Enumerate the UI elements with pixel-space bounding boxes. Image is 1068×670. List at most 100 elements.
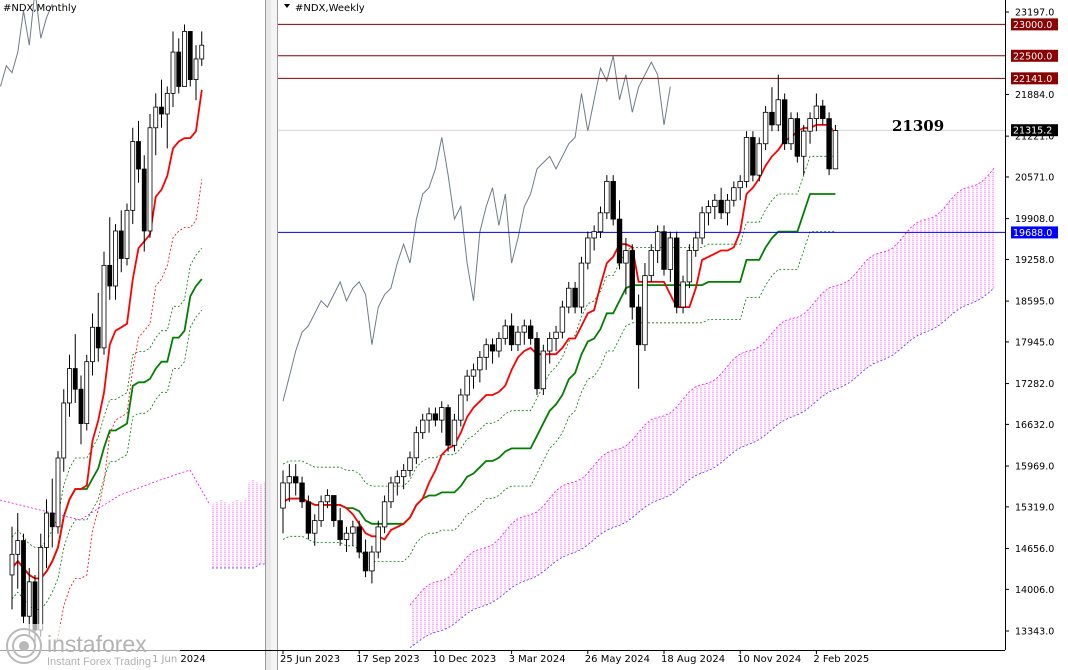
monthly-candle-bullish: [55, 457, 61, 528]
monthly-candle-bullish: [90, 326, 95, 363]
weekly-candle-bullish: [686, 250, 693, 283]
weekly-x-tick-label: 2 Feb 2025: [813, 654, 869, 665]
weekly-candle-bullish: [483, 344, 489, 358]
weekly-candle-bullish: [756, 143, 762, 176]
weekly-candle-bullish: [604, 181, 610, 214]
weekly-candle-bullish: [394, 476, 400, 484]
weekly-candle-bullish: [648, 250, 654, 277]
weekly-candle-bullish: [521, 325, 527, 333]
monthly-candle-bullish: [182, 31, 187, 87]
weekly-candle-bearish: [527, 325, 534, 339]
monthly-chart-title: #NDX,Monthly: [3, 3, 77, 14]
monthly-tenkan-line: [11, 89, 203, 580]
weekly-candle-bearish: [305, 501, 312, 534]
weekly-candle-bearish: [616, 218, 623, 264]
weekly-x-tick-label: 10 Nov 2024: [737, 654, 801, 665]
weekly-candle-bullish: [477, 356, 483, 371]
monthly-candle-bullish: [15, 540, 21, 555]
monthly-candle-bullish: [170, 51, 176, 94]
weekly-current-price-tag: [1011, 124, 1058, 137]
weekly-candle-bullish: [502, 325, 508, 339]
weekly-candle-bearish: [610, 181, 616, 220]
monthly-candle-bearish: [159, 106, 164, 115]
weekly-kumo-cloud: [410, 167, 995, 648]
monthly-candle-bullish: [113, 230, 118, 287]
weekly-candle-bearish: [820, 105, 826, 120]
weekly-y-tick-label: 19908.0: [1015, 214, 1054, 225]
weekly-candle-bearish: [534, 338, 540, 390]
instaforex-brand: instaforex: [47, 631, 147, 657]
weekly-candle-bullish: [788, 118, 794, 145]
weekly-price-axis[interactable]: 23197.0 21884.0 21221.0 20571.0 19908.0 19258…: [1005, 8, 1054, 638]
monthly-candle-bullish: [193, 58, 199, 80]
weekly-x-tick-label: 10 Dec 2023: [432, 654, 496, 665]
monthly-candle-bearish: [32, 581, 38, 631]
weekly-x-tick-label: 18 Aug 2024: [661, 654, 725, 665]
weekly-candle-bearish: [489, 344, 496, 352]
weekly-candle-bullish: [737, 181, 743, 189]
monthly-candle-bullish: [9, 553, 15, 576]
weekly-candle-bullish: [515, 331, 521, 346]
monthly-panel[interactable]: #NDX,Monthly 1 Jun 2024: [0, 0, 265, 668]
weekly-title-dropdown-icon[interactable]: [284, 4, 290, 8]
monthly-candle-bullish: [147, 127, 153, 232]
weekly-ichimoku-overlays: [282, 55, 995, 649]
panel-separator-left[interactable]: [265, 0, 271, 670]
weekly-candle-bullish: [731, 187, 737, 201]
weekly-candle-bullish: [388, 482, 394, 503]
monthly-candle-bullish: [67, 368, 72, 404]
weekly-candle-bullish: [426, 413, 432, 421]
weekly-candle-bearish: [718, 199, 724, 214]
monthly-candle-bullish: [153, 106, 159, 129]
weekly-level-tags: 23000.0 22500.0 22141.0 19688.0 21315.2: [1011, 18, 1058, 239]
monthly-candle-bearish: [107, 264, 113, 287]
monthly-candle-bullish: [84, 361, 90, 424]
weekly-candle-bearish: [572, 287, 578, 308]
monthly-ichimoku-overlays: [0, 0, 265, 650]
weekly-y-tick-label: 13343.0: [1015, 627, 1054, 638]
weekly-chart-title: #NDX,Weekly: [295, 3, 365, 14]
weekly-candle-bearish: [794, 118, 801, 157]
weekly-y-tick-label: 17282.0: [1015, 379, 1054, 390]
monthly-candle-bullish: [44, 512, 49, 548]
weekly-candle-bearish: [769, 111, 775, 126]
weekly-y-tick-label: 20571.0: [1015, 172, 1054, 183]
monthly-chikou-line: [0, 0, 53, 87]
weekly-y-tick-label: 14656.0: [1015, 544, 1054, 555]
weekly-y-tick-label: 18595.0: [1015, 297, 1054, 308]
monthly-kumo-cloud: [212, 479, 265, 568]
instaforex-logo: instaforex Instant Forex Trading: [0, 624, 180, 670]
weekly-candle-bullish: [559, 306, 566, 333]
monthly-candle-bearish: [187, 31, 193, 81]
weekly-candle-bullish: [350, 526, 356, 534]
weekly-candle-bearish: [292, 476, 299, 484]
weekly-candle-bullish: [585, 237, 591, 264]
weekly-candle-bearish: [508, 325, 515, 346]
weekly-time-axis[interactable]: 25 Jun 2023 17 Sep 2023 10 Dec 2023 3 Mar 2…: [280, 650, 869, 665]
weekly-candle-bearish: [445, 407, 451, 446]
weekly-panel[interactable]: #NDX,Weekly 21309: [278, 0, 1005, 650]
weekly-candle-bullish: [540, 350, 547, 390]
weekly-y-tick-label: 15319.0: [1015, 502, 1054, 513]
weekly-candle-bullish: [591, 231, 597, 239]
monthly-candle-bullish: [124, 209, 130, 259]
weekly-candle-bullish: [547, 338, 553, 352]
weekly-candle-bullish: [578, 262, 585, 308]
weekly-candle-bullish: [439, 407, 445, 421]
weekly-candle-bearish: [629, 250, 635, 308]
panel-separator-right: [271, 0, 278, 670]
instaforex-logo-icon: [6, 628, 42, 664]
weekly-candle-bearish: [781, 99, 788, 145]
weekly-level-tag-text: 22500.0: [1013, 51, 1052, 62]
weekly-candle-bullish: [667, 237, 674, 270]
weekly-candle-bullish: [343, 532, 350, 540]
monthly-candle-bearish: [136, 141, 141, 170]
monthly-candle-bearish: [176, 51, 182, 87]
monthly-candle-bearish: [78, 388, 84, 425]
weekly-candle-bearish: [826, 118, 832, 170]
monthly-candle-bullish: [130, 141, 136, 211]
weekly-candle-bullish: [724, 199, 731, 214]
monthly-candle-bearish: [72, 368, 78, 390]
monthly-candle-bearish: [21, 540, 26, 617]
weekly-candle-bearish: [674, 237, 680, 308]
